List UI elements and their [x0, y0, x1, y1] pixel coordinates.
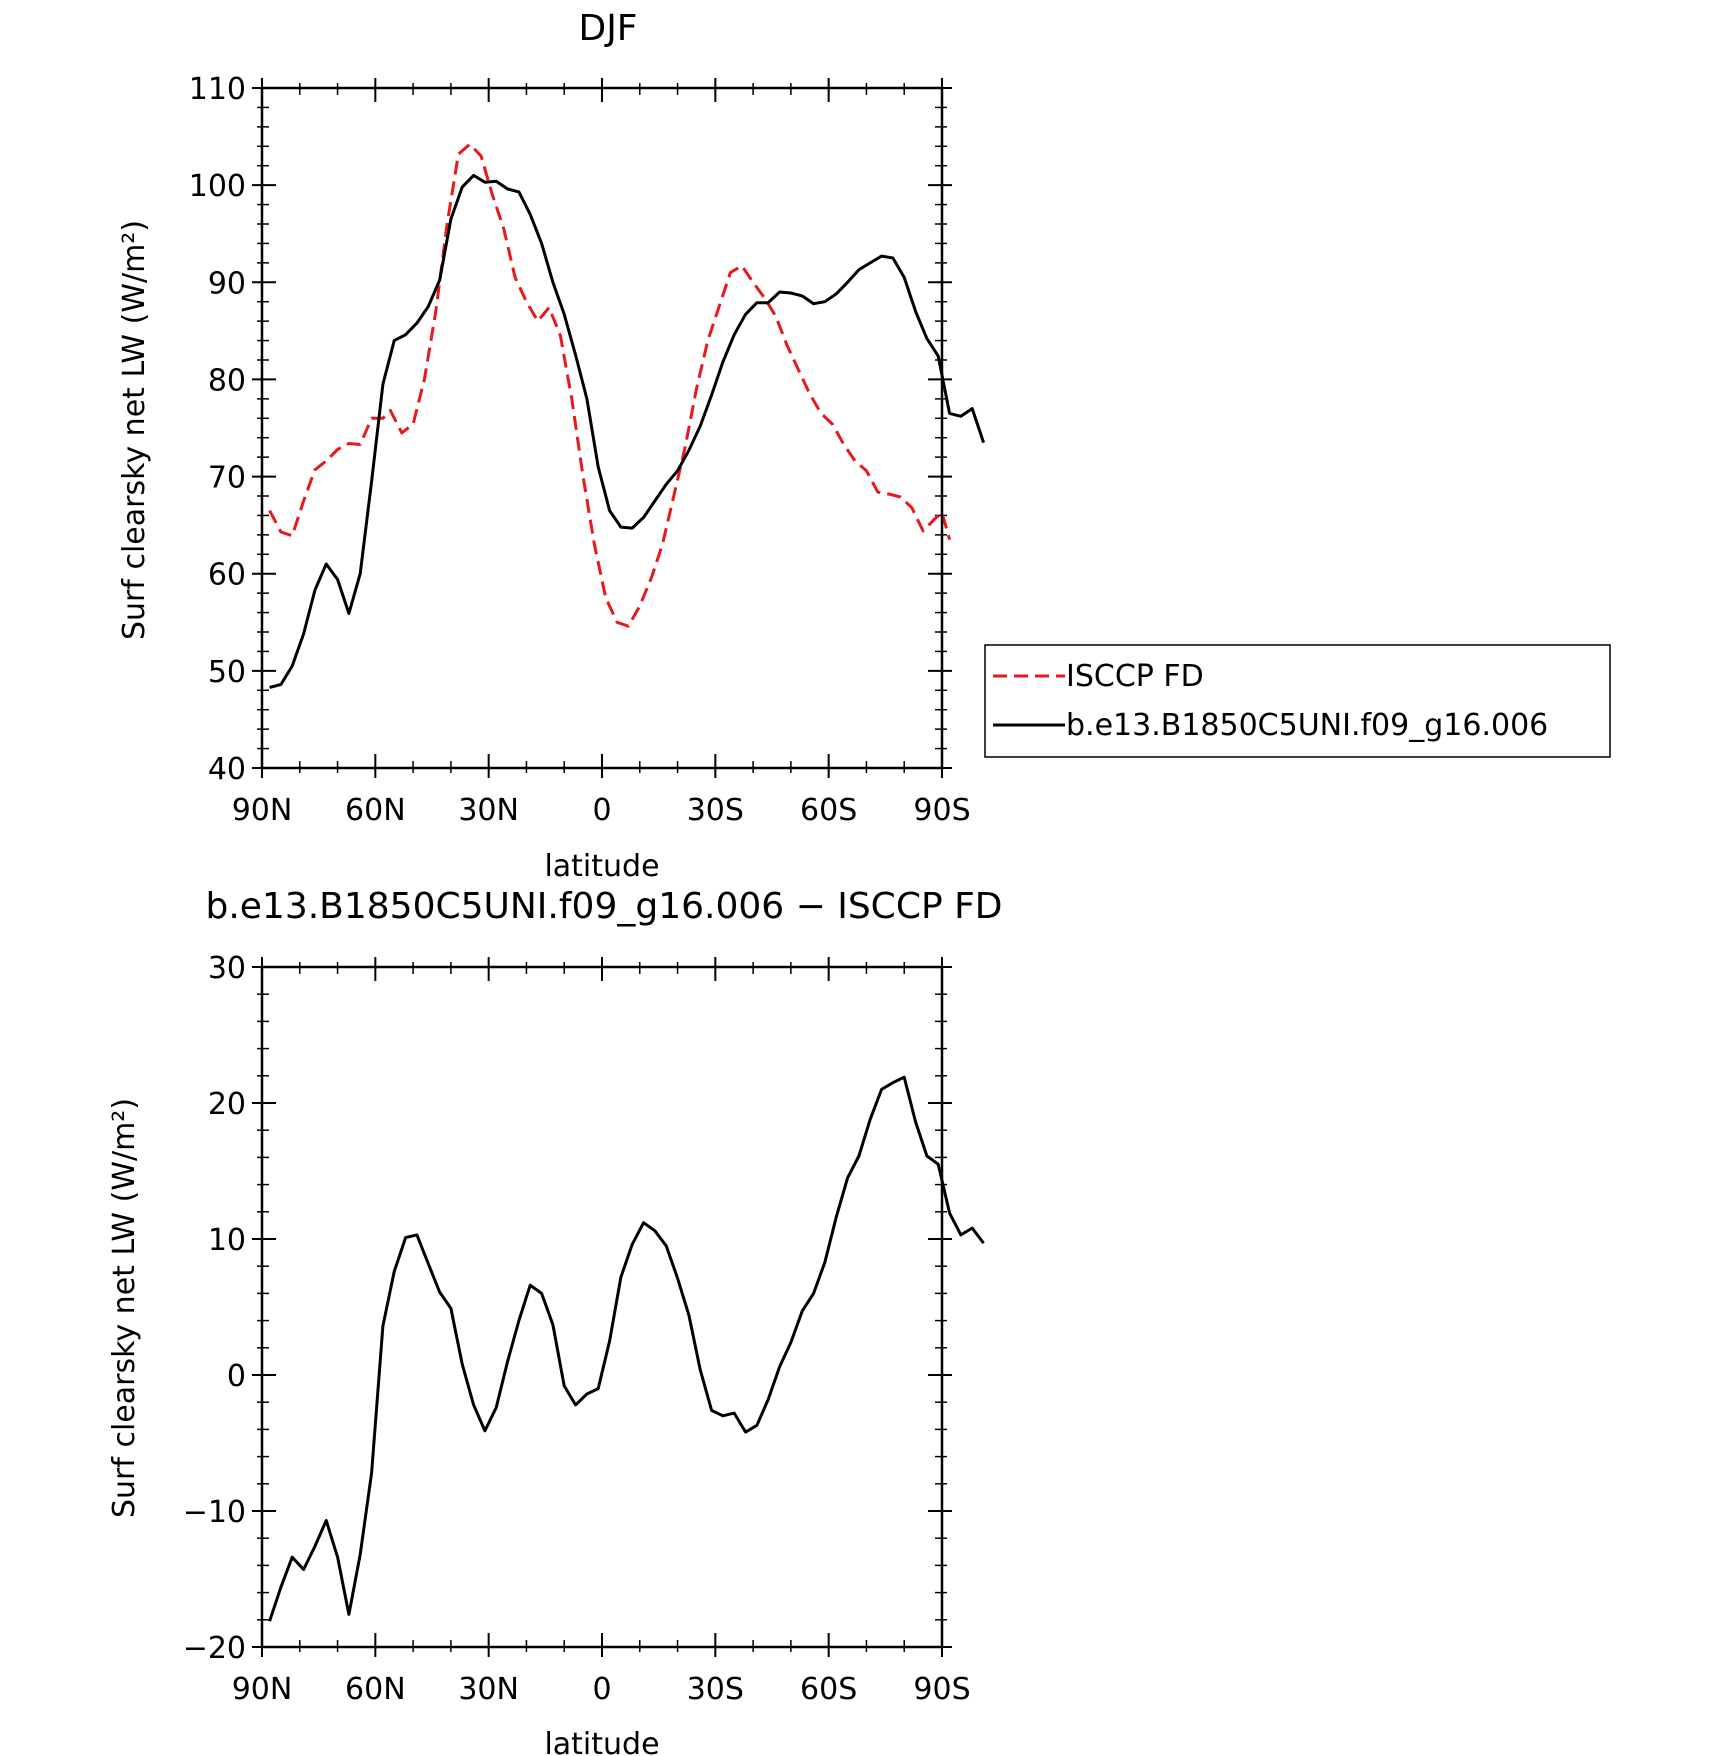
- legend-box: [984, 644, 1611, 758]
- top-y-tick-label: 90: [208, 266, 246, 301]
- top-series-line-0: [268, 142, 952, 628]
- bottom-x-tick-label: 30S: [687, 1672, 744, 1707]
- bottom-y-tick-label: 10: [208, 1223, 246, 1258]
- bottom-y-axis-label: Surf clearsky net LW (W/m²): [107, 1098, 142, 1518]
- bottom-x-tick-label: 60S: [800, 1672, 857, 1707]
- legend-label-model: b.e13.B1850C5UNI.f09_g16.006: [1066, 708, 1548, 743]
- bottom-y-tick-label: 20: [208, 1087, 246, 1122]
- bottom-x-tick-label: 90N: [232, 1672, 293, 1707]
- bottom-y-tick-label: −10: [183, 1495, 246, 1530]
- top-y-tick-label: 60: [208, 558, 246, 593]
- top-y-axis-label: Surf clearsky net LW (W/m²): [117, 220, 152, 640]
- bottom-y-tick-label: 0: [227, 1359, 246, 1394]
- top-y-tick-label: 100: [189, 169, 246, 204]
- top-chart-title: DJF: [578, 8, 637, 49]
- top-y-tick-label: 40: [208, 752, 246, 787]
- top-x-tick-label: 60N: [345, 793, 406, 828]
- bottom-x-tick-label: 30N: [458, 1672, 519, 1707]
- bottom-x-tick-labels: 90N 60N 30N 0 30S 60S 90S: [232, 1672, 971, 1707]
- top-x-tick-label: 60S: [800, 793, 857, 828]
- bottom-series-lines: [268, 1075, 985, 1622]
- legend: ISCCP FD b.e13.B1850C5UNI.f09_g16.006: [984, 644, 1611, 758]
- bottom-axis-ticks: [252, 957, 952, 1657]
- top-x-axis-label: latitude: [544, 849, 659, 884]
- top-y-tick-label: 110: [189, 72, 246, 107]
- top-x-tick-label: 30S: [687, 793, 744, 828]
- top-y-tick-label: 70: [208, 461, 246, 496]
- top-x-tick-label: 30N: [458, 793, 519, 828]
- top-series-line-1: [269, 173, 986, 689]
- bottom-x-tick-label: 90S: [913, 1672, 970, 1707]
- bottom-x-tick-label: 60N: [345, 1672, 406, 1707]
- top-plot-frame: [260, 86, 944, 770]
- top-x-tick-labels: 90N 60N 30N 0 30S 60S 90S: [232, 793, 971, 828]
- bottom-plot-frame: [260, 965, 944, 1649]
- top-y-tick-label: 80: [208, 363, 246, 398]
- top-y-tick-labels: 40 50 60 70 80 90 100 110: [189, 72, 246, 787]
- top-x-tick-label: 0: [592, 793, 611, 828]
- bottom-series-line-0: [268, 1075, 985, 1622]
- top-series-lines: [268, 142, 986, 689]
- bottom-panel: b.e13.B1850C5UNI.f09_g16.006 − ISCCP FD …: [107, 886, 1003, 1756]
- top-y-tick-label: 50: [208, 655, 246, 690]
- bottom-y-tick-labels: −20 −10 0 10 20 30: [183, 951, 246, 1666]
- top-x-tick-label: 90N: [232, 793, 293, 828]
- bottom-x-tick-label: 0: [592, 1672, 611, 1707]
- bottom-y-tick-label: −20: [183, 1631, 246, 1666]
- top-x-tick-label: 90S: [913, 793, 970, 828]
- bottom-y-tick-label: 30: [208, 951, 246, 986]
- legend-label-isccp: ISCCP FD: [1066, 659, 1204, 694]
- bottom-x-axis-label: latitude: [544, 1727, 659, 1756]
- bottom-chart-title: b.e13.B1850C5UNI.f09_g16.006 − ISCCP FD: [205, 886, 1002, 927]
- top-axis-ticks: [252, 78, 952, 778]
